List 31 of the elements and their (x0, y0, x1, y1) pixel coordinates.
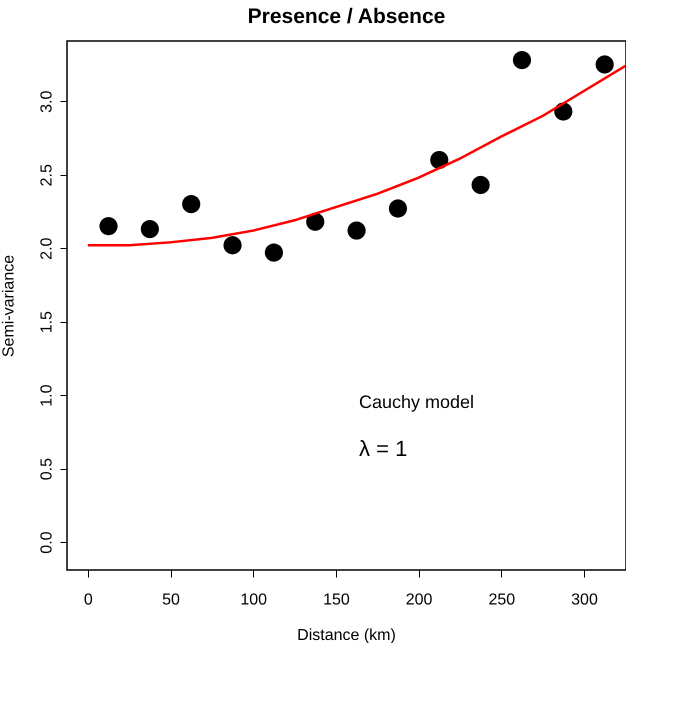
x-tick-label: 50 (162, 592, 180, 608)
y-tick-label: 2.0 (38, 237, 56, 260)
point (182, 195, 200, 214)
annotation: λ = 1 (359, 436, 408, 461)
point (348, 221, 366, 240)
point (512, 51, 532, 70)
point (306, 212, 324, 231)
chart-title: Presence / Absence (248, 5, 446, 28)
y-tick-label: 0.5 (38, 458, 56, 480)
line-series (86, 64, 626, 247)
y-tick-label: 1.5 (38, 310, 56, 334)
x-axis-title: Distance (km) (297, 627, 396, 644)
y-tick-label: 1.0 (38, 384, 56, 407)
x-tick-label: 150 (323, 592, 350, 608)
point (264, 244, 283, 262)
y-tick-label: 0.0 (38, 531, 56, 554)
x-tick-label: 250 (488, 592, 516, 608)
x-tick-label: 200 (406, 592, 433, 608)
point (140, 220, 159, 238)
point (99, 217, 118, 236)
y-tick-label: 3.0 (38, 90, 56, 113)
x-tick-label: 100 (240, 592, 268, 608)
point (472, 176, 490, 194)
point (388, 199, 408, 218)
annotation: Cauchy model (359, 392, 474, 412)
y-tick-label: 2.5 (38, 164, 56, 186)
x-tick-label: 0 (84, 592, 93, 608)
y-axis-title: Semi-variance (0, 254, 18, 358)
x-tick-label: 300 (571, 592, 598, 608)
point (596, 55, 614, 74)
point (223, 236, 242, 254)
